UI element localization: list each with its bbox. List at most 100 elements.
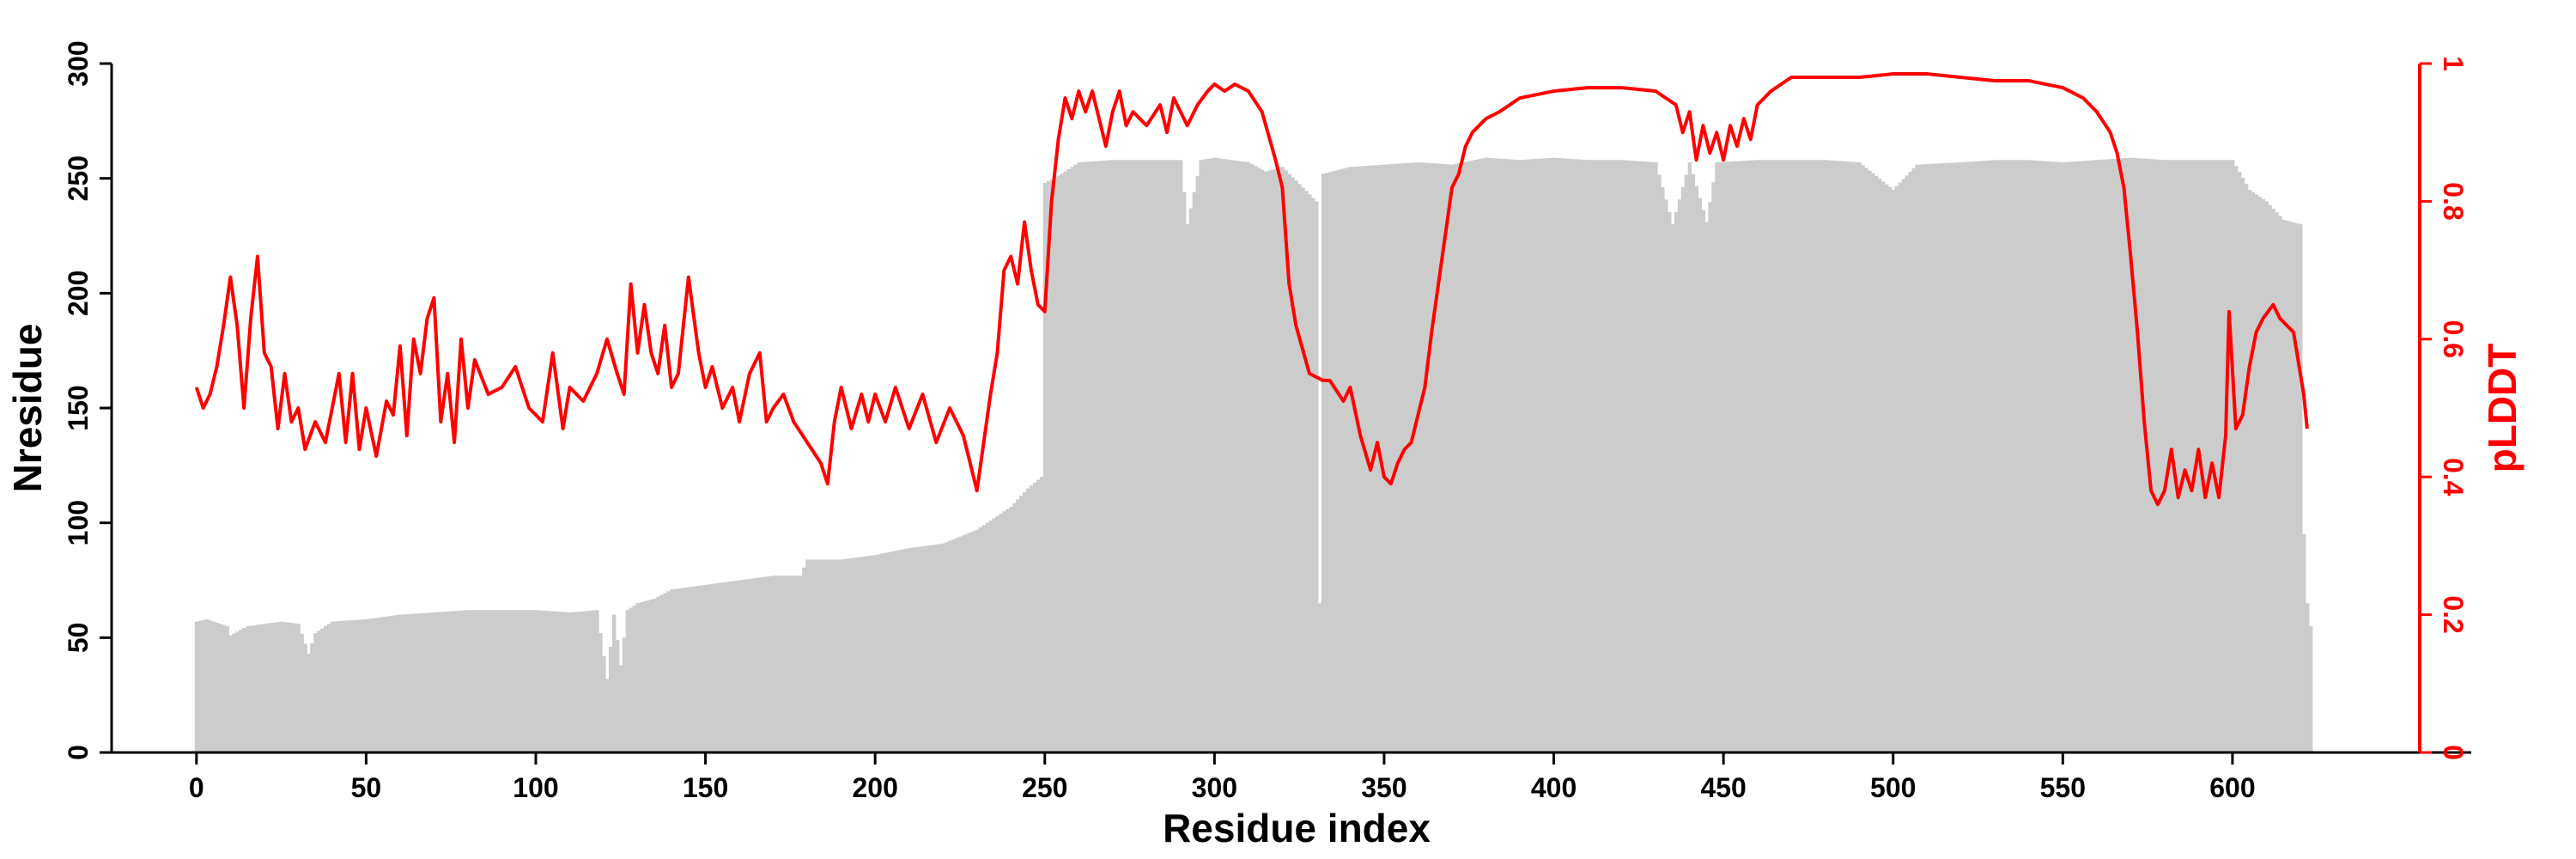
residue-bar bbox=[941, 543, 945, 752]
residue-bar bbox=[578, 611, 582, 752]
residue-bar bbox=[252, 624, 257, 752]
x-tick-label: 400 bbox=[1531, 772, 1577, 803]
residue-bar bbox=[415, 613, 420, 752]
residue-bar bbox=[439, 612, 443, 752]
residue-bar bbox=[2010, 160, 2014, 752]
residue-bar bbox=[2281, 219, 2286, 753]
residue-bar bbox=[1952, 162, 1957, 753]
residue-bar bbox=[1114, 160, 1119, 752]
x-tick-label: 600 bbox=[2209, 772, 2255, 803]
residue-bar bbox=[1409, 162, 1414, 753]
residue-bar bbox=[1579, 159, 1583, 752]
residue-bar bbox=[938, 544, 942, 752]
residue-bar bbox=[1969, 161, 1974, 752]
residue-bar bbox=[1246, 161, 1251, 752]
residue-bar bbox=[1939, 163, 1943, 752]
residue-bar bbox=[354, 619, 359, 752]
residue-bar bbox=[422, 612, 427, 752]
residue-bar bbox=[1192, 192, 1197, 752]
residue-bar bbox=[1759, 160, 1764, 752]
residue-bar bbox=[1077, 161, 1081, 752]
residue-bar bbox=[1491, 158, 1495, 752]
residue-bar bbox=[816, 559, 820, 752]
x-tick-label: 500 bbox=[1870, 772, 1916, 803]
residue-bar bbox=[1029, 485, 1034, 752]
residue-bar bbox=[1087, 161, 1091, 752]
residue-bar bbox=[385, 616, 389, 752]
residue-bar bbox=[893, 551, 898, 752]
residue-bar bbox=[2305, 603, 2310, 752]
residue-bar bbox=[673, 588, 677, 752]
residue-bar bbox=[1589, 160, 1594, 752]
residue-bar bbox=[1110, 160, 1115, 752]
residue-bar bbox=[1616, 160, 1621, 752]
residue-bar bbox=[1769, 160, 1774, 752]
residue-bar bbox=[2023, 160, 2028, 752]
residue-bar bbox=[1376, 165, 1380, 752]
residue-bar bbox=[775, 576, 780, 752]
residue-bar bbox=[2200, 160, 2204, 752]
residue-bar bbox=[1857, 161, 1862, 752]
residue-bar bbox=[1809, 160, 1814, 752]
residue-bar bbox=[255, 624, 260, 752]
residue-bar bbox=[524, 610, 528, 752]
residue-bar bbox=[2233, 166, 2239, 753]
residue-bar bbox=[472, 610, 477, 752]
residue-bar bbox=[2061, 161, 2065, 752]
x-tick-label: 100 bbox=[513, 772, 558, 803]
residue-bar bbox=[326, 624, 331, 752]
residue-bar bbox=[211, 621, 216, 752]
residue-bar bbox=[931, 545, 935, 752]
residue-bar bbox=[1358, 166, 1363, 752]
residue-bar bbox=[1036, 479, 1041, 752]
residue-bar bbox=[1341, 168, 1346, 753]
residue-bar bbox=[968, 532, 973, 752]
residue-bar bbox=[333, 621, 338, 752]
residue-bar bbox=[1783, 160, 1787, 752]
residue-bar bbox=[1661, 186, 1665, 752]
residue-bar bbox=[1840, 161, 1845, 752]
residue-bar bbox=[992, 518, 997, 752]
residue-bar bbox=[2244, 184, 2249, 752]
residue-bar bbox=[404, 614, 410, 752]
residue-bar bbox=[1450, 164, 1455, 752]
residue-bar bbox=[585, 611, 589, 752]
residue-bar bbox=[313, 632, 318, 752]
residue-bar bbox=[2271, 208, 2275, 752]
residue-bar bbox=[1236, 161, 1241, 753]
residue-bar bbox=[602, 655, 606, 752]
residue-bar bbox=[1522, 160, 1526, 752]
residue-bar bbox=[2016, 160, 2021, 752]
residue-bar bbox=[1762, 160, 1767, 752]
residue-bar bbox=[1348, 167, 1353, 753]
residue-bar bbox=[564, 612, 569, 752]
residue-bar bbox=[1633, 161, 1637, 753]
residue-bar bbox=[659, 594, 664, 752]
residue-bar bbox=[2207, 160, 2211, 752]
residue-bar bbox=[330, 621, 335, 752]
residue-bar bbox=[2057, 161, 2062, 752]
residue-bar bbox=[1725, 161, 1729, 752]
residue-bar bbox=[720, 582, 725, 752]
residue-bar bbox=[1162, 160, 1166, 752]
residue-bar bbox=[465, 610, 471, 752]
residue-bar bbox=[1942, 162, 1947, 753]
residue-bar bbox=[1694, 186, 1699, 752]
residue-bar bbox=[1012, 503, 1017, 752]
residue-bar bbox=[1097, 161, 1102, 753]
residue-bar bbox=[1833, 161, 1838, 752]
residue-bar bbox=[2122, 158, 2127, 752]
residue-bar bbox=[1080, 161, 1084, 752]
residue-bar bbox=[679, 588, 684, 752]
residue-bar bbox=[1701, 210, 1706, 752]
x-tick-label: 0 bbox=[189, 772, 204, 803]
residue-bar bbox=[310, 643, 314, 752]
residue-bar bbox=[686, 587, 691, 752]
residue-bar bbox=[265, 623, 270, 752]
residue-bar bbox=[1456, 163, 1461, 752]
residue-bar bbox=[1548, 157, 1553, 752]
residue-bar bbox=[2156, 159, 2160, 752]
residue-bar bbox=[2247, 190, 2252, 752]
residue-bar bbox=[945, 542, 949, 752]
residue-bar bbox=[2115, 158, 2120, 752]
